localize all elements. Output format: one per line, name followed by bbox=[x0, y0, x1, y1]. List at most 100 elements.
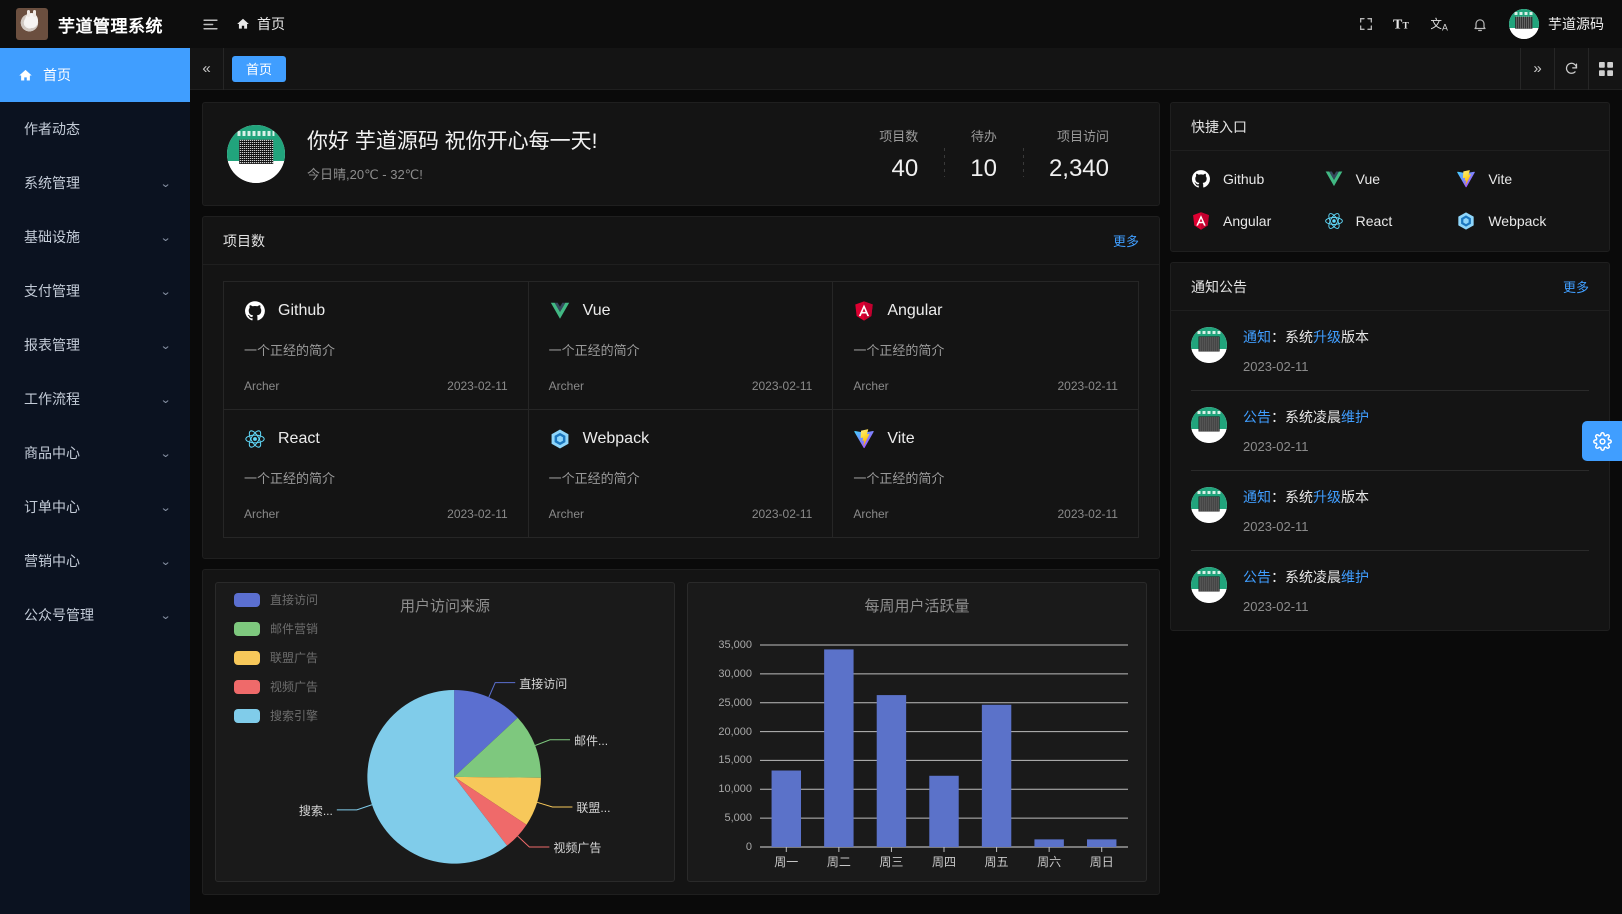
tab-label: 首页 bbox=[246, 62, 273, 77]
project-card[interactable]: Github 一个正经的简介 Archer 2023-02-11 bbox=[224, 282, 529, 410]
qrcode-avatar bbox=[1509, 9, 1539, 39]
sidebar-item-report[interactable]: 报表管理 ⌄ bbox=[0, 318, 190, 372]
sidebar-item-workflow[interactable]: 工作流程 ⌄ bbox=[0, 372, 190, 426]
pie-chart-legend: 直接访问 邮件营销 联盟广告 视频广告 搜索引擎 bbox=[234, 591, 318, 724]
project-footer: Archer 2023-02-11 bbox=[853, 379, 1118, 393]
bar[interactable] bbox=[981, 704, 1012, 847]
sidebar-item-system[interactable]: 系统管理 ⌄ bbox=[0, 156, 190, 210]
sidebar-item-pay[interactable]: 支付管理 ⌄ bbox=[0, 264, 190, 318]
font-size-icon[interactable]: T T bbox=[1385, 0, 1423, 48]
sidebar-item-home[interactable]: 首页 bbox=[0, 48, 190, 102]
project-desc: 一个正经的简介 bbox=[853, 343, 945, 358]
project-name: Vite bbox=[887, 430, 915, 447]
user-menu[interactable]: 芋道源码 bbox=[1499, 9, 1608, 39]
brand[interactable]: 芋道管理系统 bbox=[0, 8, 190, 40]
legend-label: 联盟广告 bbox=[270, 651, 319, 665]
bar-chart-title: 每周用户活跃量 bbox=[864, 598, 970, 615]
quick-entry-card: 快捷入口 Github Vue Vite Angular React Webpa… bbox=[1170, 102, 1610, 252]
project-desc: 一个正经的简介 bbox=[548, 471, 640, 486]
pie-slice[interactable] bbox=[454, 776, 527, 846]
quick-entry-item[interactable]: React bbox=[1324, 211, 1457, 231]
angular-icon bbox=[853, 300, 875, 322]
x-tick-label: 周日 bbox=[1089, 855, 1114, 869]
welcome-banner: 你好 芋道源码 祝你开心每一天! 今日晴,20℃ - 32℃! 项目数 40 待… bbox=[202, 102, 1160, 206]
sidebar-item-mp[interactable]: 公众号管理 ⌄ bbox=[0, 588, 190, 642]
projects-more-link[interactable]: 更多 bbox=[1112, 234, 1139, 249]
notices-header: 通知公告 更多 bbox=[1171, 263, 1609, 311]
bell-icon[interactable] bbox=[1461, 0, 1499, 48]
legend-item[interactable]: 搜索引擎 bbox=[234, 707, 318, 724]
bar-chart: 每周用户活跃量 0 5,000 10,000 15,000 20,000 25,000 30… bbox=[687, 582, 1147, 882]
bar[interactable] bbox=[824, 649, 854, 847]
breadcrumb[interactable]: 首页 bbox=[236, 14, 285, 34]
pie-slice[interactable] bbox=[367, 690, 508, 864]
pie-slice[interactable] bbox=[454, 776, 541, 825]
bar[interactable] bbox=[876, 695, 907, 847]
settings-drawer-button[interactable] bbox=[1582, 421, 1622, 461]
refresh-icon[interactable] bbox=[1554, 47, 1588, 90]
sidebar-item-product[interactable]: 商品中心 ⌄ bbox=[0, 426, 190, 480]
project-footer: Archer 2023-02-11 bbox=[244, 507, 508, 521]
sidebar-item-author-news[interactable]: 作者动态 bbox=[0, 102, 190, 156]
bar[interactable] bbox=[1034, 839, 1064, 847]
pie-leader-line bbox=[534, 739, 571, 746]
tab-home[interactable]: 首页 bbox=[232, 55, 287, 82]
notice-item[interactable]: 公告：系统凌晨维护 2023-02-11 bbox=[1191, 390, 1589, 470]
project-card[interactable]: Webpack 一个正经的简介 Archer 2023-02-11 bbox=[529, 410, 834, 537]
notice-avatar bbox=[1191, 407, 1227, 443]
legend-item[interactable]: 视频广告 bbox=[234, 678, 318, 695]
legend-item[interactable]: 邮件营销 bbox=[234, 620, 318, 637]
stat-projects: 项目数 40 bbox=[853, 126, 944, 183]
x-tick-label: 周五 bbox=[984, 855, 1009, 869]
project-card[interactable]: Angular 一个正经的简介 Archer 2023-02-11 bbox=[833, 282, 1138, 410]
react-icon bbox=[1324, 211, 1344, 231]
bar[interactable] bbox=[771, 770, 802, 847]
svg-text:T: T bbox=[1393, 17, 1403, 32]
double-chevron-right-icon[interactable]: » bbox=[1520, 47, 1554, 90]
pie-slice-label: 视频广告 bbox=[553, 840, 602, 855]
quick-entry-label: Vite bbox=[1488, 171, 1513, 187]
project-title-row: Github bbox=[244, 300, 508, 322]
double-chevron-left-icon[interactable]: « bbox=[190, 47, 224, 90]
project-card[interactable]: Vite 一个正经的简介 Archer 2023-02-11 bbox=[833, 410, 1138, 537]
sidebar-item-order[interactable]: 订单中心 ⌄ bbox=[0, 480, 190, 534]
quick-entry-item[interactable]: Github bbox=[1191, 169, 1324, 189]
legend-item[interactable]: 直接访问 bbox=[234, 591, 318, 608]
notice-item[interactable]: 公告：系统凌晨维护 2023-02-11 bbox=[1191, 550, 1589, 630]
translate-icon[interactable]: 文 A bbox=[1423, 0, 1461, 48]
quick-entry-item[interactable]: Vite bbox=[1456, 169, 1589, 189]
quick-entry-item[interactable]: Webpack bbox=[1456, 211, 1589, 231]
tab-bar: « 首页 » bbox=[190, 47, 1622, 90]
bar[interactable] bbox=[929, 775, 959, 847]
fullscreen-icon[interactable] bbox=[1347, 0, 1385, 48]
notices-more-link[interactable]: 更多 bbox=[1562, 280, 1589, 295]
grid-layout-icon[interactable] bbox=[1588, 47, 1622, 90]
notice-item[interactable]: 通知：系统升级版本 2023-02-11 bbox=[1191, 470, 1589, 550]
pie-slice-label: 直接访问 bbox=[519, 676, 568, 691]
sidebar-item-infra[interactable]: 基础设施 ⌄ bbox=[0, 210, 190, 264]
legend-label: 视频广告 bbox=[270, 680, 319, 694]
project-card[interactable]: Vue 一个正经的简介 Archer 2023-02-11 bbox=[528, 282, 834, 410]
pie-slice-label: 邮件... bbox=[574, 733, 609, 748]
x-tick-label: 周三 bbox=[879, 855, 904, 869]
notice-item[interactable]: 通知：系统升级版本 2023-02-11 bbox=[1191, 311, 1589, 390]
project-card[interactable]: React 一个正经的简介 Archer 2023-02-11 bbox=[224, 410, 529, 537]
stat-visits: 项目访问 2,340 bbox=[1022, 126, 1135, 183]
sidebar-item-label: 支付管理 bbox=[24, 283, 80, 299]
legend-item[interactable]: 联盟广告 bbox=[234, 649, 318, 666]
pie-slice[interactable] bbox=[454, 717, 541, 778]
quick-entry-item[interactable]: Angular bbox=[1191, 211, 1324, 231]
project-title-row: Webpack bbox=[549, 428, 813, 450]
quick-entry-body: Github Vue Vite Angular React Webpack bbox=[1171, 151, 1609, 251]
quick-entry-item[interactable]: Vue bbox=[1324, 169, 1457, 189]
project-name: Vue bbox=[582, 302, 611, 319]
quick-entry-title: 快捷入口 bbox=[1191, 118, 1247, 135]
hamburger-icon[interactable] bbox=[190, 0, 230, 48]
sidebar-item-marketing[interactable]: 营销中心 ⌄ bbox=[0, 534, 190, 588]
bar[interactable] bbox=[1086, 839, 1117, 847]
charts-row: 用户访问来源 直接访问 邮件营销 联盟广告 视频广告 搜索引擎 直接访问 邮件..… bbox=[203, 570, 1159, 894]
project-title-row: Vite bbox=[853, 428, 1118, 450]
pie-slice[interactable] bbox=[454, 690, 518, 777]
pie-slice-label: 搜索... bbox=[298, 803, 333, 818]
banner-stats: 项目数 40 待办 10 项目访问 2,340 bbox=[853, 126, 1135, 183]
